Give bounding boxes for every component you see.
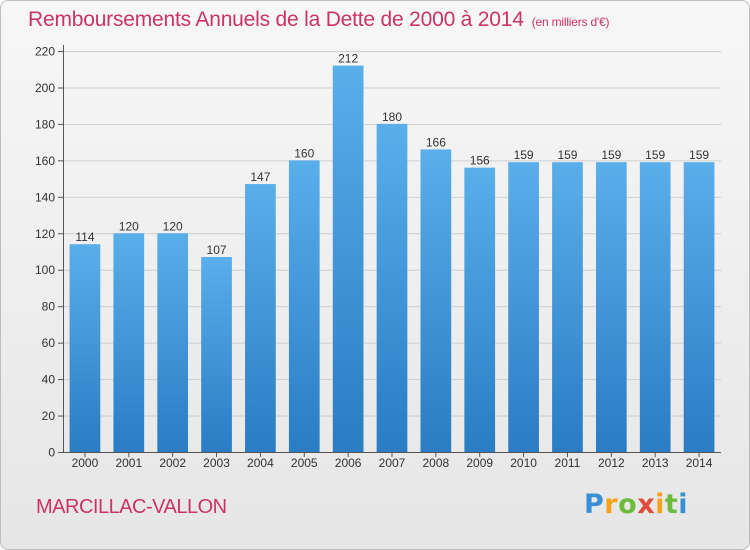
x-tick-label: 2012 (598, 456, 625, 470)
bar (420, 149, 452, 452)
y-tick-label: 100 (35, 263, 55, 277)
x-tick-label: 2008 (423, 456, 450, 470)
x-tick-label: 2010 (510, 456, 537, 470)
bars (69, 65, 715, 453)
labels: 0 20 40 60 80 100 120 140 160 180 200 220 114 2000 120… (35, 45, 713, 471)
bar (639, 162, 671, 452)
x-tick-label: 2000 (72, 456, 99, 470)
data-label: 159 (689, 148, 709, 162)
data-label: 180 (382, 110, 402, 124)
y-tick-label: 180 (35, 117, 55, 131)
bar (157, 233, 189, 452)
y-tick-label: 200 (35, 81, 55, 95)
data-label: 120 (119, 219, 139, 233)
x-tick-label: 2002 (159, 456, 186, 470)
x-tick-label: 2007 (379, 456, 406, 470)
x-tick-label: 2013 (642, 456, 669, 470)
axes (58, 45, 721, 457)
y-tick-label: 60 (42, 336, 56, 350)
bar (201, 256, 232, 452)
bar (113, 233, 145, 452)
data-label: 212 (338, 52, 358, 66)
y-tick-label: 20 (42, 409, 56, 423)
data-label: 114 (75, 230, 94, 244)
y-tick-label: 140 (35, 190, 55, 204)
bar (332, 65, 364, 452)
data-label: 159 (601, 148, 621, 162)
bar (683, 162, 715, 452)
x-tick-label: 2011 (555, 456, 581, 470)
y-tick-label: 160 (35, 154, 55, 168)
data-label: 159 (645, 148, 665, 162)
y-tick-label: 80 (42, 300, 56, 314)
x-tick-label: 2001 (115, 456, 142, 470)
x-tick-label: 2004 (247, 456, 274, 470)
x-tick-label: 2014 (686, 456, 713, 470)
data-label: 166 (426, 135, 446, 149)
bar (245, 184, 276, 453)
data-label: 107 (207, 243, 227, 257)
chart-subtitle: (en milliers d'€) (531, 15, 610, 29)
bar (69, 244, 101, 452)
data-label: 147 (250, 170, 270, 184)
y-tick-label: 40 (42, 373, 56, 387)
bar (288, 160, 320, 452)
y-tick-label: 120 (35, 227, 55, 241)
bar (376, 123, 408, 452)
x-tick-label: 2005 (291, 456, 318, 470)
bar (595, 162, 627, 452)
chart-title-text: Remboursements Annuels de la Dette de 20… (28, 8, 524, 31)
bar (508, 162, 539, 452)
data-label: 160 (294, 146, 314, 160)
bar (552, 162, 583, 452)
proxiti-logo[interactable]: Proxiti (584, 489, 689, 520)
y-tick-label: 220 (35, 45, 55, 59)
bar (464, 167, 496, 452)
chart-title: Remboursements Annuels de la Dette de 20… (28, 8, 609, 32)
data-label: 159 (557, 148, 577, 162)
x-tick-label: 2003 (203, 456, 230, 470)
data-label: 156 (470, 154, 490, 168)
x-tick-label: 2006 (335, 456, 362, 470)
data-label: 159 (514, 148, 534, 162)
commune-name: MARCILLAC-VALLON (36, 496, 227, 518)
x-tick-label: 2009 (466, 456, 493, 470)
y-tick-label: 0 (48, 446, 55, 460)
data-label: 120 (163, 219, 183, 233)
